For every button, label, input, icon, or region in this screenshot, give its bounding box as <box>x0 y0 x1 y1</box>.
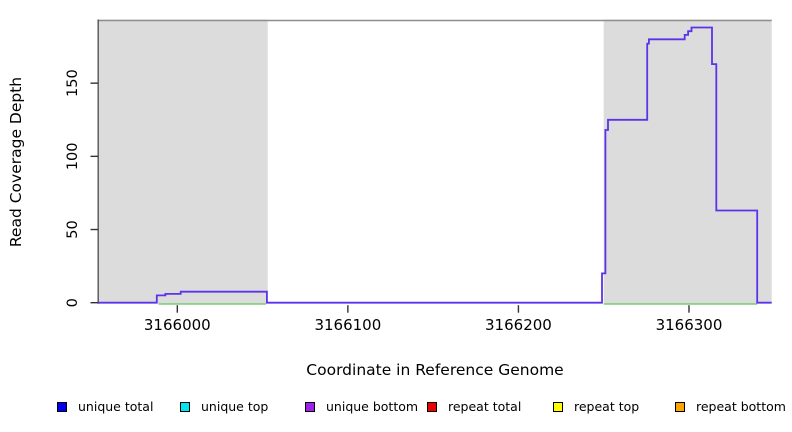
shaded-region <box>98 19 268 304</box>
y-tick-label: 100 <box>65 142 81 170</box>
legend-swatch-repeat-total <box>427 402 437 412</box>
legend-swatch-unique-top <box>180 402 190 412</box>
legend-label-repeat-total: repeat total <box>448 399 522 414</box>
coverage-step-line <box>98 26 772 304</box>
y-tick-label: 150 <box>65 69 81 97</box>
legend-label-unique-top: unique top <box>201 399 269 414</box>
legend-label-repeat-bottom: repeat bottom <box>696 399 786 414</box>
x-axis-title: Coordinate in Reference Genome <box>306 361 564 379</box>
shaded-region <box>603 19 772 304</box>
legend-swatch-repeat-top <box>553 402 563 412</box>
y-tick-label: 0 <box>65 298 81 307</box>
x-tick-label: 3166000 <box>144 316 211 334</box>
legend-swatch-repeat-bottom <box>675 402 685 412</box>
legend-label-repeat-top: repeat top <box>574 399 640 414</box>
x-tick-label: 3166300 <box>656 316 723 334</box>
x-tick-label: 3166100 <box>314 316 381 334</box>
legend-label-unique-bottom: unique bottom <box>326 399 419 414</box>
y-axis-title: Read Coverage Depth <box>7 76 25 248</box>
legend-swatch-unique-total <box>57 402 67 412</box>
x-tick-label: 3166200 <box>485 316 552 334</box>
coverage-plot: 0 50 100 150 3166000 3166100 3166200 3166300 <box>65 19 772 334</box>
y-tick-label: 50 <box>65 220 81 238</box>
legend-swatch-unique-bottom <box>305 402 315 412</box>
legend-label-unique-total: unique total <box>78 399 154 414</box>
legend: unique total unique top unique bottom repea… <box>0 398 792 418</box>
